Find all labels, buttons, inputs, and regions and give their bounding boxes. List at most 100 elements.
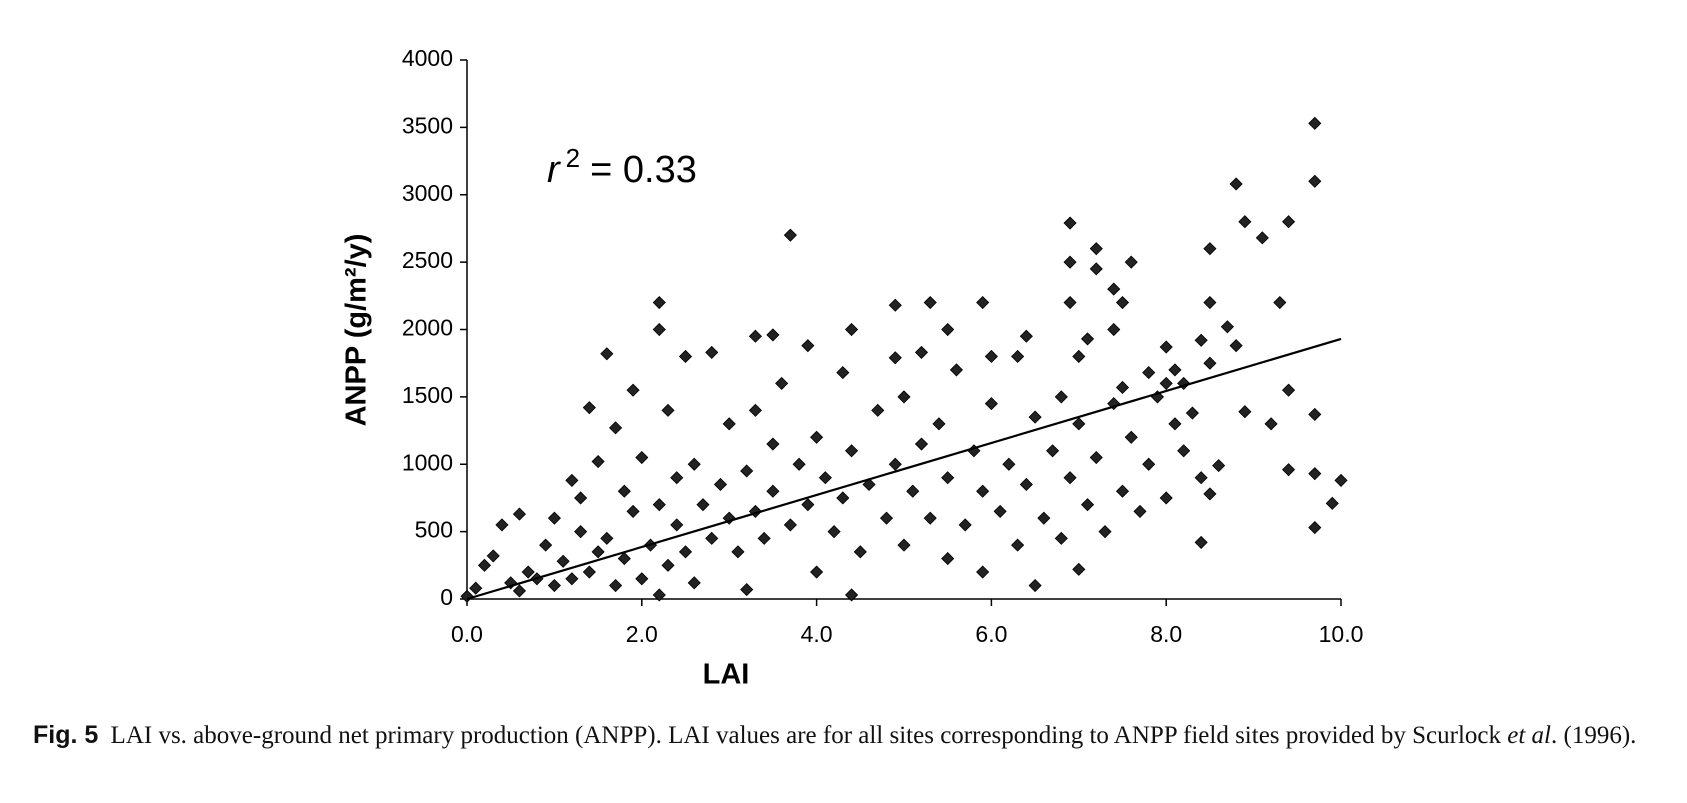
data-point <box>853 545 867 559</box>
data-point <box>775 376 789 390</box>
data-point <box>844 588 859 602</box>
data-point <box>591 454 605 469</box>
data-point <box>1142 457 1156 471</box>
data-point <box>1229 339 1243 353</box>
caption-label: Fig. 5 <box>33 721 99 749</box>
data-point <box>678 349 693 364</box>
data-point <box>976 565 990 579</box>
data-point <box>705 531 719 545</box>
data-point <box>740 464 754 478</box>
data-point <box>635 450 649 465</box>
data-point <box>626 504 640 518</box>
data-point <box>582 565 596 579</box>
data-point <box>897 390 911 404</box>
data-point <box>1177 444 1191 458</box>
data-point <box>1011 349 1025 364</box>
data-point <box>1159 491 1173 505</box>
data-point <box>1194 471 1208 485</box>
data-point <box>722 417 736 431</box>
data-point <box>1124 430 1138 444</box>
data-point <box>1098 525 1112 539</box>
data-point <box>1072 562 1086 576</box>
data-point <box>1308 174 1322 188</box>
data-point <box>1063 255 1077 269</box>
y-tick-label: 2500 <box>402 247 453 273</box>
data-point <box>757 531 771 545</box>
data-point <box>1281 215 1296 229</box>
data-point <box>1220 320 1234 334</box>
x-tick-label: 8.0 <box>1150 621 1182 647</box>
data-point <box>879 511 894 525</box>
data-point <box>748 403 762 417</box>
data-point <box>652 322 666 337</box>
data-point <box>512 584 527 598</box>
data-point <box>687 457 701 471</box>
data-point <box>609 578 623 593</box>
data-point <box>1185 406 1199 420</box>
data-point <box>547 511 561 525</box>
data-point <box>984 349 998 364</box>
caption-text: LAI vs. above-ground net primary product… <box>110 722 1502 749</box>
data-point <box>949 363 964 377</box>
x-tick-label: 0.0 <box>451 621 483 647</box>
data-point <box>565 572 579 586</box>
data-point <box>1308 521 1322 535</box>
data-point <box>958 518 972 532</box>
data-point <box>460 589 474 603</box>
data-point <box>565 473 579 487</box>
data-point <box>1115 380 1130 395</box>
data-point <box>652 295 666 310</box>
data-point <box>1308 407 1322 421</box>
data-point <box>923 511 937 525</box>
data-point <box>652 498 666 512</box>
data-point <box>1168 417 1182 431</box>
data-point <box>556 554 570 568</box>
data-point <box>635 572 649 586</box>
y-tick-label: 0 <box>440 584 453 610</box>
data-point <box>617 552 631 566</box>
data-point <box>1308 116 1322 130</box>
data-point <box>783 518 797 532</box>
data-point <box>766 437 780 451</box>
data-point <box>1159 340 1173 354</box>
data-point <box>1203 356 1217 370</box>
data-point <box>1054 531 1068 545</box>
data-point <box>696 498 710 512</box>
annotation: r 2 = 0.33 <box>547 143 697 191</box>
caption-end: . (1996). <box>1551 722 1637 749</box>
annotation-text: = 0.33 <box>590 149 697 191</box>
data-point <box>1115 295 1130 310</box>
data-point <box>941 471 955 485</box>
data-point <box>827 525 841 539</box>
data-point <box>1089 262 1103 276</box>
data-point <box>1273 295 1287 310</box>
data-point <box>792 457 806 471</box>
caption-italic: et al <box>1507 722 1552 749</box>
data-point <box>810 430 824 444</box>
data-point <box>984 397 998 411</box>
data-point <box>670 471 684 485</box>
y-tick-label: 4000 <box>402 45 453 71</box>
data-point <box>661 558 675 572</box>
chart: LAI ANPP (g/m²/y) r 2 = 0.33 0 500 1000 1500 2… <box>341 45 1364 691</box>
data-point <box>993 504 1007 518</box>
data-point <box>574 525 588 539</box>
data-point <box>810 565 824 579</box>
data-point <box>801 339 815 353</box>
data-point <box>1037 511 1051 525</box>
data-point <box>923 295 937 310</box>
annotation-variable: r <box>547 149 561 191</box>
data-point <box>670 518 684 532</box>
x-tick-label: 6.0 <box>975 621 1007 647</box>
data-point <box>1028 578 1042 593</box>
data-point <box>591 545 605 559</box>
data-point <box>1107 322 1121 337</box>
data-point <box>1168 363 1182 377</box>
data-point <box>1011 538 1025 552</box>
data-point <box>1203 487 1217 501</box>
data-point <box>836 491 850 505</box>
trend-line <box>466 337 1342 601</box>
data-point <box>914 345 929 359</box>
data-point <box>783 228 797 242</box>
